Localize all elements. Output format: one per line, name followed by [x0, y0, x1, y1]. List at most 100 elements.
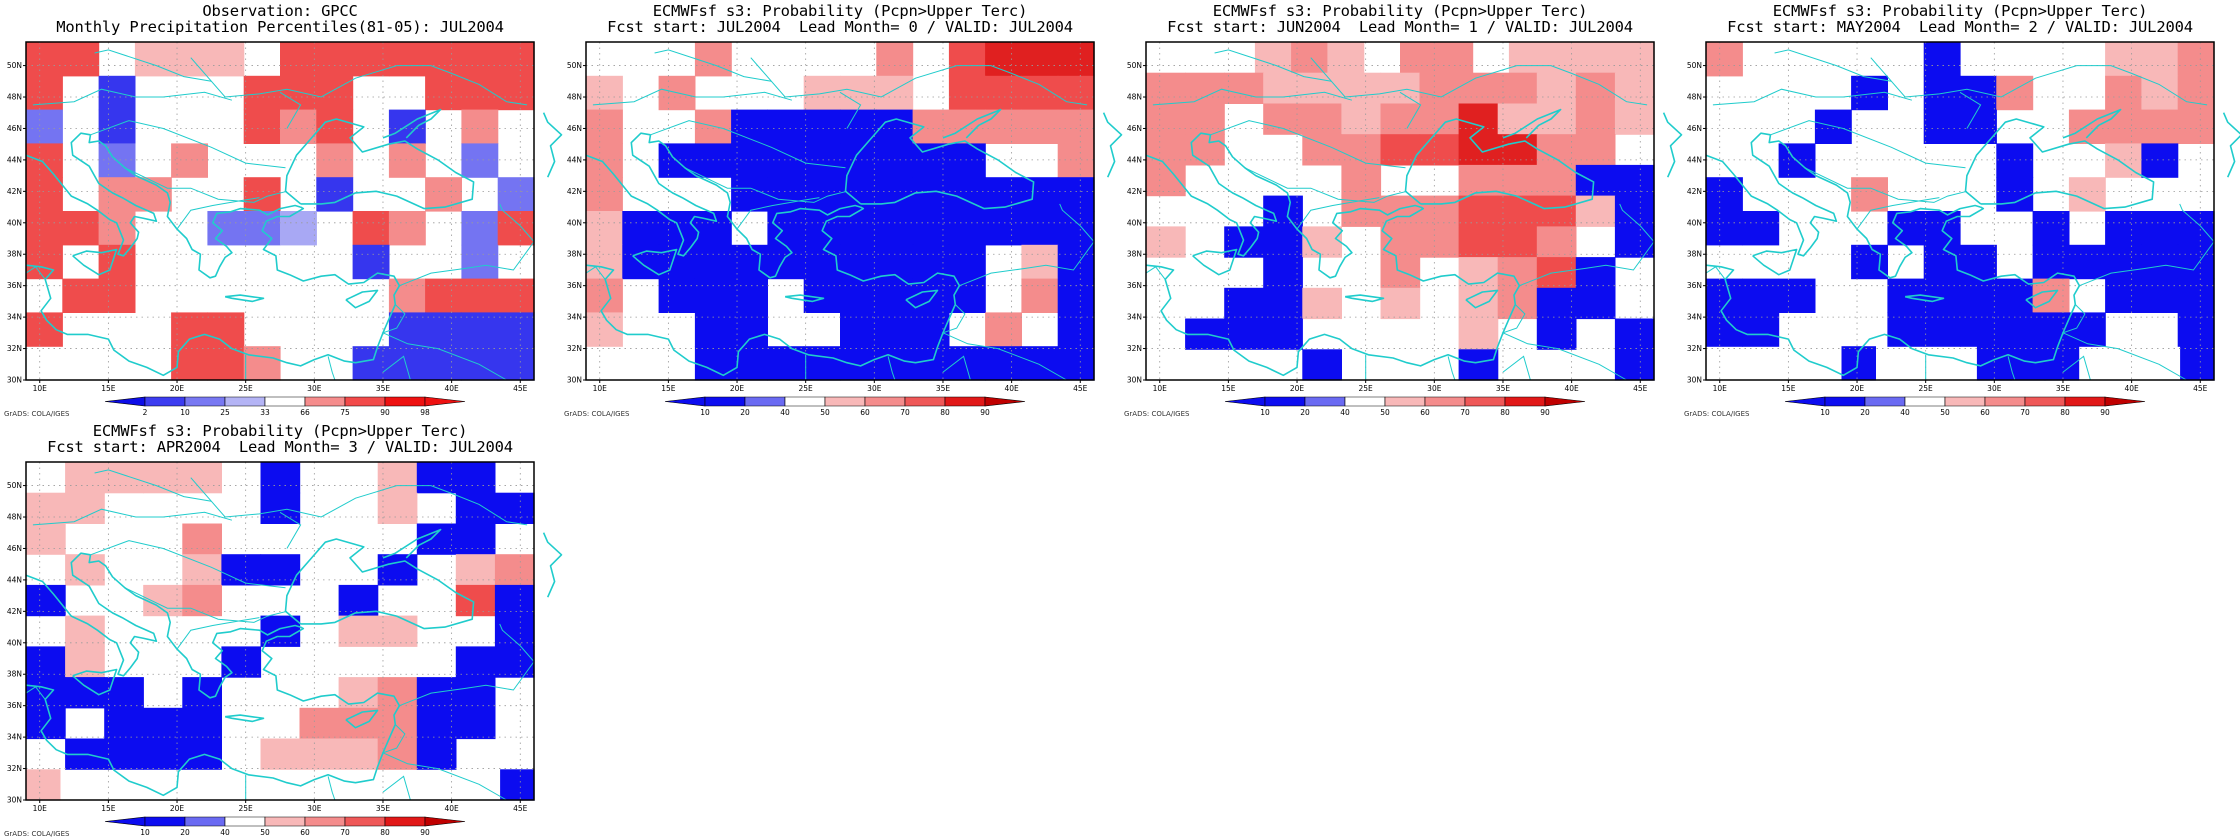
- grid-cell: [2180, 346, 2215, 381]
- legend-label: 40: [1900, 408, 1910, 417]
- grid-cell: [207, 312, 245, 347]
- coastline: [542, 112, 563, 178]
- grid-cell: [26, 769, 61, 801]
- grid-cell: [221, 646, 262, 678]
- legend-label: 90: [420, 828, 430, 837]
- legend-swatch: [2024, 396, 2066, 407]
- grid-cell: [1996, 143, 2034, 178]
- border: [176, 197, 260, 230]
- border: [1712, 88, 1913, 106]
- legend-label: 20: [1300, 408, 1310, 417]
- grid-cell: [461, 244, 499, 280]
- coastlines: [25, 528, 563, 797]
- grid-cell: [26, 177, 63, 212]
- grid-cell: [1458, 72, 1499, 104]
- legend-label: 50: [260, 828, 270, 837]
- legend-swatch: [944, 396, 986, 407]
- border: [381, 304, 507, 381]
- lat-tick-label: 50N: [7, 61, 22, 70]
- lat-tick-label: 44N: [7, 155, 22, 164]
- grid-cell: [1536, 72, 1577, 104]
- grid-cell: [2177, 75, 2215, 111]
- grid-cell: [352, 211, 390, 246]
- grid-cell: [1536, 318, 1577, 350]
- map-lead-3: 10E 15E 20E 25E 30E 35E 40E 45E 30N 32N 34N 36N 38N 4…: [7, 461, 563, 837]
- coastline: [585, 132, 718, 257]
- lon-tick-label: 30E: [1427, 384, 1442, 393]
- grid-cell: [1021, 278, 1059, 313]
- grid-cell: [461, 211, 499, 246]
- coastline: [942, 108, 1002, 139]
- grid-cell: [1057, 143, 1095, 178]
- legend-label: 60: [1980, 408, 1990, 417]
- grid-cell: [1960, 75, 1997, 111]
- grid-cell: [455, 523, 496, 555]
- legend-label: 90: [2100, 408, 2110, 417]
- grid-cell: [104, 677, 144, 709]
- grid-cell: [876, 278, 914, 313]
- legend-swatch: [824, 396, 866, 407]
- grid-cell: [2105, 42, 2142, 77]
- grid-cell: [1742, 312, 1780, 347]
- panel-subtitle: Fcst start: JUN2004 Lead Month= 1 / VALI…: [1167, 18, 1633, 36]
- grid-cell: [1996, 312, 2034, 347]
- grid-cell: [876, 42, 914, 77]
- grid-cell: [876, 312, 914, 347]
- legend-swatch: [264, 816, 306, 827]
- grid-cell: [461, 346, 499, 381]
- legend-label: 70: [2020, 408, 2030, 417]
- map-frame: [25, 461, 535, 801]
- grads-credit: GrADS: COLA/IGES: [564, 410, 630, 418]
- grid-cell: [316, 143, 354, 178]
- legend-swatch: [2064, 396, 2106, 407]
- grid-cell: [26, 646, 66, 678]
- panel-title: ECMWFsf s3: Probability (Pcpn>Upper Terc…: [652, 2, 1028, 20]
- grid-cell: [1458, 226, 1499, 258]
- lon-tick-label: 15E: [1781, 384, 1796, 393]
- grid-cell: [840, 278, 877, 313]
- grid-cell: [182, 523, 222, 555]
- grid-cell: [1536, 134, 1577, 166]
- grid-cell: [1497, 134, 1538, 166]
- lon-tick-label: 35E: [2056, 384, 2071, 393]
- grid-cell: [1458, 195, 1499, 227]
- panel-lead-3: ECMWFsf s3: Probability (Pcpn>Upper Terc…: [0, 420, 563, 840]
- panel-subtitle: Fcst start: APR2004 Lead Month= 3 / VALI…: [47, 438, 513, 456]
- grid-cell: [1617, 42, 1655, 74]
- grid-cell: [694, 211, 732, 246]
- color-legend: 10 20 40 50 60 70 80 90: [1784, 396, 2146, 417]
- grid-cell: [1923, 211, 1961, 246]
- lon-tick-label: 45E: [2193, 384, 2208, 393]
- legend-swatch: [424, 816, 466, 827]
- lat-tick-label: 48N: [567, 93, 582, 102]
- lon-tick-label: 30E: [307, 384, 322, 393]
- grid-cell: [586, 109, 623, 144]
- lon-tick-label: 20E: [1290, 384, 1305, 393]
- grid-cell: [338, 707, 379, 740]
- grid-cell: [1263, 257, 1303, 289]
- lat-tick-label: 44N: [1687, 155, 1702, 164]
- grid-cell: [143, 584, 183, 617]
- coastline: [648, 134, 861, 279]
- grid-cell: [500, 769, 535, 801]
- lat-tick-label: 36N: [7, 701, 22, 710]
- panel-lead-2: ECMWFsf s3: Probability (Pcpn>Upper Terc…: [1680, 0, 2240, 420]
- grid-cell: [694, 109, 732, 144]
- grid-cell: [586, 143, 623, 178]
- grid-cell: [1976, 346, 2012, 381]
- grid-cell: [985, 177, 1022, 212]
- grid-cell: [1021, 346, 1059, 381]
- border: [25, 686, 46, 700]
- grid-cell: [2177, 211, 2215, 246]
- grid-cell: [26, 109, 63, 144]
- grid-cell: [497, 75, 535, 111]
- lat-tick-label: 38N: [7, 670, 22, 679]
- grid-cell: [461, 312, 499, 347]
- grid-cell: [622, 211, 660, 246]
- coastline: [1465, 289, 1499, 309]
- grid-cell: [26, 75, 63, 111]
- lat-tick-label: 30N: [7, 376, 22, 385]
- lat-tick-label: 42N: [1127, 187, 1142, 196]
- legend-swatch: [1224, 396, 1266, 407]
- grid-cell: [1419, 226, 1460, 258]
